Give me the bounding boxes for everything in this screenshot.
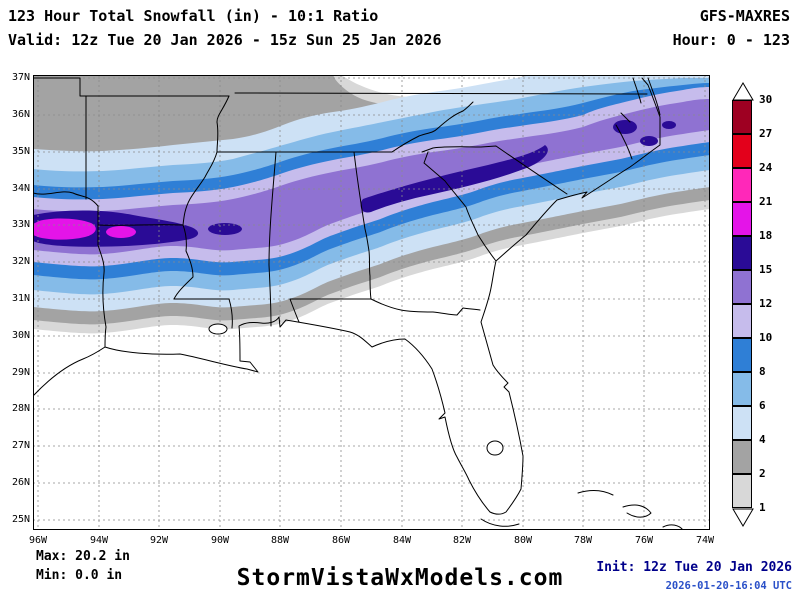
lat-label: 36N	[11, 109, 30, 120]
colorbar-label: 2	[759, 467, 766, 480]
ms-al-border	[268, 151, 277, 327]
colorbar-box	[732, 270, 752, 304]
gulf-atlantic-coastline	[32, 77, 661, 515]
lon-label: 76W	[634, 535, 654, 546]
page-title: 123 Hour Total Snowfall (in) - 10:1 Rati…	[8, 7, 379, 25]
lat-label: 30N	[11, 330, 30, 341]
lon-label: 96W	[28, 535, 48, 546]
lat-label: 32N	[11, 256, 30, 267]
site-watermark: StormVistaWxModels.com	[236, 565, 564, 591]
colorbar-label: 1	[759, 501, 766, 514]
lon-label: 84W	[392, 535, 412, 546]
init-time: Init: 12z Tue 20 Jan 2026	[596, 560, 792, 575]
colorbar-label: 30	[759, 93, 773, 106]
colorbar-box	[732, 474, 752, 508]
lake-pontchartrain	[208, 323, 228, 335]
al-ga-border	[353, 151, 372, 300]
forecast-hour-range: Hour: 0 - 123	[672, 31, 790, 49]
colorbar-box	[732, 372, 752, 406]
ar-mo-border	[32, 77, 230, 97]
colorbar-label: 15	[759, 263, 773, 276]
colorbar-label: 18	[759, 229, 773, 242]
colorbar-box	[732, 134, 752, 168]
tn-nc-border	[391, 101, 474, 153]
colorbar-label: 12	[759, 297, 773, 310]
colorbar-label: 10	[759, 331, 773, 344]
lon-label: 74W	[695, 535, 715, 546]
lat-label: 35N	[11, 146, 30, 157]
lat-label: 25N	[11, 514, 30, 525]
colorbar-label: 8	[759, 365, 766, 378]
lat-label: 29N	[11, 367, 30, 378]
colorbar-box	[732, 304, 752, 338]
lon-label: 88W	[270, 535, 290, 546]
tx-la-border	[97, 224, 107, 348]
snowfall-bands	[33, 75, 710, 334]
latlon-grid	[33, 75, 710, 530]
lon-label: 94W	[89, 535, 109, 546]
band-18-21in	[33, 218, 96, 240]
chesapeake-delmarva	[632, 77, 661, 116]
colorbar-box	[732, 406, 752, 440]
model-name: GFS-MAXRES	[699, 7, 790, 25]
band-18-21in-spot	[106, 226, 136, 238]
min-value: Min: 0.0 in	[36, 568, 123, 583]
lat-label: 33N	[11, 219, 30, 230]
colorbar-box	[732, 202, 752, 236]
lake-okeechobee	[486, 440, 504, 456]
lon-label: 80W	[513, 535, 533, 546]
state-borders	[32, 77, 684, 531]
lon-label: 90W	[210, 535, 230, 546]
pamlico-sound	[615, 112, 633, 160]
nc-sc-border	[421, 145, 568, 195]
lon-label: 82W	[452, 535, 472, 546]
valid-time-range: Valid: 12z Tue 20 Jan 2026 - 15z Sun 25 …	[8, 31, 442, 49]
lat-label: 27N	[11, 440, 30, 451]
lat-label: 34N	[11, 183, 30, 194]
bahamas	[577, 490, 684, 531]
colorbar-label: 21	[759, 195, 773, 208]
map-frame	[32, 75, 710, 531]
colorbar-box	[732, 338, 752, 372]
colorbar-box	[732, 440, 752, 474]
red-river-tx-ok	[32, 191, 99, 207]
lat-label: 28N	[11, 403, 30, 414]
snowfall-contour-map	[32, 75, 710, 531]
band-15-18in-east	[360, 145, 548, 213]
lat-label: 26N	[11, 477, 30, 488]
colorbar-arrow	[732, 508, 754, 527]
colorbar-box	[732, 236, 752, 270]
florida-keys	[480, 518, 520, 527]
ga-sc-border	[423, 151, 497, 262]
lon-label: 92W	[149, 535, 169, 546]
lon-label: 78W	[573, 535, 593, 546]
map-border	[33, 75, 710, 530]
colorbar-arrow	[732, 82, 754, 101]
band-12-15in	[33, 99, 710, 255]
colorbar-box	[732, 168, 752, 202]
colorbar-box	[732, 100, 752, 134]
band-15-18in-nc-spot	[662, 121, 676, 129]
band-15-18in-west-spot	[208, 223, 242, 235]
al-fl-border	[289, 298, 372, 323]
band-15-18in-nc-spot	[640, 136, 658, 146]
image-timestamp: 2026-01-20-16:04 UTC	[665, 580, 792, 592]
mississippi-river	[173, 95, 233, 329]
colorbar-label: 27	[759, 127, 773, 140]
lat-label: 37N	[11, 72, 30, 83]
ga-fl-border	[370, 298, 481, 316]
lat-label: 31N	[11, 293, 30, 304]
max-value: Max: 20.2 in	[36, 549, 130, 564]
colorbar-label: 24	[759, 161, 773, 174]
ky-va-nc-border	[234, 92, 648, 95]
lon-label: 86W	[331, 535, 351, 546]
ar-la-border	[97, 224, 184, 226]
colorbar-label: 4	[759, 433, 766, 446]
colorbar-label: 6	[759, 399, 766, 412]
